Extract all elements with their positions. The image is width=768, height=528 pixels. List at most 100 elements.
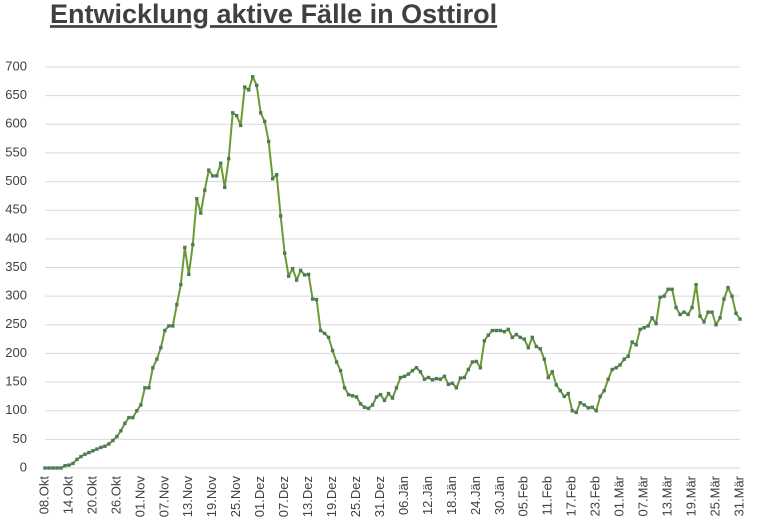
x-tick-label: 01.Dez <box>252 476 267 517</box>
data-point <box>422 377 427 381</box>
data-point <box>235 113 239 118</box>
data-point <box>478 366 483 370</box>
data-point <box>386 391 391 396</box>
data-point <box>570 409 574 413</box>
data-point <box>482 339 487 343</box>
data-point <box>390 396 395 400</box>
data-point <box>722 297 726 301</box>
data-point <box>262 119 267 124</box>
x-tick-label: 19.Nov <box>204 476 219 518</box>
data-point <box>314 297 319 302</box>
data-point <box>203 188 207 192</box>
data-point <box>103 444 107 448</box>
data-point <box>99 445 103 450</box>
data-point <box>139 403 143 407</box>
x-tick-label: 07.Nov <box>156 476 171 518</box>
data-point <box>374 395 379 399</box>
x-tick-label: 31.Mär <box>731 475 746 516</box>
data-point <box>306 272 311 277</box>
x-tick-label: 13.Mär <box>660 475 675 516</box>
data-point <box>334 360 339 364</box>
data-point <box>227 156 231 161</box>
data-point <box>75 457 79 462</box>
data-point <box>502 329 507 334</box>
data-point <box>346 392 351 397</box>
data-point <box>614 366 618 370</box>
data-point <box>626 354 630 358</box>
x-tick-label: 07.Mär <box>636 475 651 516</box>
data-point <box>278 214 283 218</box>
data-point <box>442 374 447 379</box>
data-point <box>350 394 355 398</box>
data-point <box>666 287 670 291</box>
data-point <box>191 242 195 247</box>
data-point <box>438 377 443 381</box>
data-point <box>446 382 451 387</box>
data-point <box>211 174 215 178</box>
data-point <box>518 335 523 340</box>
x-tick-label: 30.Jän <box>492 476 507 515</box>
data-point <box>582 403 586 407</box>
x-tick-label: 19.Mär <box>684 475 699 516</box>
data-point <box>370 403 375 407</box>
data-point <box>574 410 578 415</box>
x-tick-label: 12.Jän <box>420 476 435 515</box>
data-point <box>674 305 678 310</box>
y-tick-label: 150 <box>5 374 27 389</box>
data-point <box>426 375 431 380</box>
data-point <box>558 388 562 393</box>
chart-title: Entwicklung aktive Fälle in Osttirol <box>50 0 497 29</box>
data-point <box>410 368 415 373</box>
data-point <box>354 395 359 399</box>
x-tick-label: 06.Jän <box>396 476 411 515</box>
data-point <box>43 466 47 470</box>
data-point <box>91 449 95 453</box>
y-tick-label: 550 <box>5 144 27 159</box>
data-point <box>71 461 75 466</box>
y-tick-label: 600 <box>5 116 27 131</box>
data-point <box>95 447 99 451</box>
data-point <box>59 466 63 470</box>
data-point <box>714 323 718 327</box>
data-point <box>526 346 531 350</box>
data-point <box>266 139 271 144</box>
x-tick-label: 26.Okt <box>108 476 123 515</box>
x-tick-label: 31.Dez <box>372 476 387 517</box>
data-point <box>290 266 295 271</box>
data-point <box>310 297 315 301</box>
data-point <box>506 327 511 332</box>
y-tick-label: 400 <box>5 230 27 245</box>
data-point <box>602 388 606 393</box>
data-point <box>258 111 263 115</box>
data-point <box>187 272 191 277</box>
data-point <box>658 295 662 299</box>
x-tick-label: 01.Mär <box>612 475 627 516</box>
data-point <box>127 415 131 420</box>
data-point <box>159 346 163 350</box>
data-point <box>450 381 455 385</box>
data-point <box>630 340 634 344</box>
data-point <box>418 370 423 374</box>
y-tick-label: 300 <box>5 288 27 303</box>
data-point <box>430 378 435 382</box>
y-tick-label: 200 <box>5 345 27 360</box>
data-point <box>638 327 642 332</box>
data-point <box>734 311 738 316</box>
data-point <box>326 335 331 340</box>
data-point <box>135 409 139 413</box>
x-tick-label: 24.Jän <box>468 476 483 515</box>
data-point <box>115 434 119 439</box>
data-point <box>690 305 694 310</box>
data-point <box>83 452 87 456</box>
data-point <box>414 366 419 370</box>
data-point <box>378 392 383 397</box>
data-point <box>398 375 403 380</box>
data-point <box>490 328 495 333</box>
data-point <box>486 333 491 337</box>
data-point <box>634 343 638 347</box>
y-tick-label: 500 <box>5 173 27 188</box>
y-tick-label: 0 <box>20 459 27 474</box>
data-point <box>538 347 542 351</box>
data-point <box>710 310 714 314</box>
data-point <box>498 328 503 333</box>
